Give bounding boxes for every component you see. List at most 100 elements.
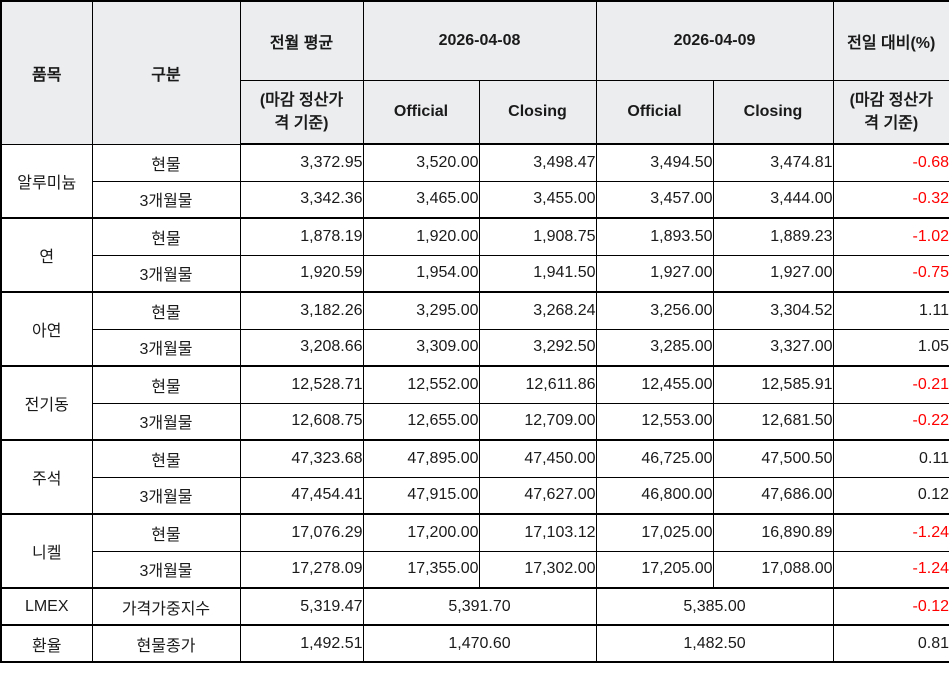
d2-official-cell: 3,256.00 <box>595 291 714 330</box>
d2-official-cell: 17,025.00 <box>595 513 714 552</box>
prev-avg-cell: 47,323.68 <box>239 439 364 478</box>
change-cell: 0.81 <box>832 624 949 663</box>
d1-closing-cell: 1,908.75 <box>478 217 597 256</box>
category-cell: 현물 <box>91 513 241 552</box>
change-cell: -1.02 <box>832 217 949 256</box>
d1-closing-cell: 3,455.00 <box>478 180 597 219</box>
change-cell: -1.24 <box>832 550 949 589</box>
item-cell: 연 <box>0 217 93 293</box>
prev-avg-cell: 3,342.36 <box>239 180 364 219</box>
category-cell: 현물 <box>91 291 241 330</box>
category-cell: 현물 <box>91 365 241 404</box>
d2-official-cell: 46,725.00 <box>595 439 714 478</box>
d1-closing-cell: 3,498.47 <box>478 143 597 182</box>
header-closing-2: Closing <box>712 79 834 145</box>
d1-merged-cell: 5,391.70 <box>362 587 597 626</box>
d1-official-cell: 17,200.00 <box>362 513 480 552</box>
header-official-2: Official <box>595 79 714 145</box>
d1-closing-cell: 1,941.50 <box>478 254 597 293</box>
change-cell: 1.05 <box>832 328 949 367</box>
d2-closing-cell: 3,474.81 <box>712 143 834 182</box>
item-cell: 알루미늄 <box>0 143 93 219</box>
d1-closing-cell: 3,292.50 <box>478 328 597 367</box>
change-cell: 0.12 <box>832 476 949 515</box>
change-cell: -0.68 <box>832 143 949 182</box>
d1-official-cell: 47,915.00 <box>362 476 480 515</box>
d2-official-cell: 1,927.00 <box>595 254 714 293</box>
d1-official-cell: 47,895.00 <box>362 439 480 478</box>
item-cell: 주석 <box>0 439 93 515</box>
prev-avg-cell: 17,278.09 <box>239 550 364 589</box>
header-prev-avg: 전월 평균 <box>239 0 364 81</box>
d2-closing-cell: 16,890.89 <box>712 513 834 552</box>
header-change: 전일 대비(%) <box>832 0 949 81</box>
item-cell: 아연 <box>0 291 93 367</box>
d2-closing-cell: 3,327.00 <box>712 328 834 367</box>
d2-official-cell: 3,285.00 <box>595 328 714 367</box>
header-change-sub: (마감 정산가 격 기준) <box>832 79 949 145</box>
d2-closing-cell: 17,088.00 <box>712 550 834 589</box>
d2-closing-cell: 12,585.91 <box>712 365 834 404</box>
d2-closing-cell: 47,686.00 <box>712 476 834 515</box>
d2-closing-cell: 3,304.52 <box>712 291 834 330</box>
change-cell: -1.24 <box>832 513 949 552</box>
category-cell: 3개월물 <box>91 328 241 367</box>
header-official-1: Official <box>362 79 480 145</box>
change-cell: -0.32 <box>832 180 949 219</box>
d1-closing-cell: 47,450.00 <box>478 439 597 478</box>
d2-merged-cell: 5,385.00 <box>595 587 834 626</box>
d1-closing-cell: 47,627.00 <box>478 476 597 515</box>
change-cell: 1.11 <box>832 291 949 330</box>
header-item: 품목 <box>0 0 93 145</box>
category-cell: 3개월물 <box>91 476 241 515</box>
lme-metal-price-table: 품목 구분 전월 평균 2026-04-08 2026-04-09 전일 대비(… <box>0 0 949 663</box>
d1-merged-cell: 1,470.60 <box>362 624 597 663</box>
prev-avg-cell: 3,182.26 <box>239 291 364 330</box>
d2-closing-cell: 47,500.50 <box>712 439 834 478</box>
d1-closing-cell: 17,302.00 <box>478 550 597 589</box>
change-cell: 0.11 <box>832 439 949 478</box>
d2-official-cell: 3,457.00 <box>595 180 714 219</box>
d1-official-cell: 1,920.00 <box>362 217 480 256</box>
d2-official-cell: 17,205.00 <box>595 550 714 589</box>
item-cell-lmex: LMEX <box>0 587 93 626</box>
d1-official-cell: 3,309.00 <box>362 328 480 367</box>
d1-official-cell: 12,552.00 <box>362 365 480 404</box>
category-cell: 현물종가 <box>91 624 241 663</box>
change-cell: -0.22 <box>832 402 949 441</box>
d1-official-cell: 17,355.00 <box>362 550 480 589</box>
d2-closing-cell: 1,927.00 <box>712 254 834 293</box>
d1-official-cell: 3,465.00 <box>362 180 480 219</box>
prev-avg-cell: 1,920.59 <box>239 254 364 293</box>
d2-official-cell: 1,893.50 <box>595 217 714 256</box>
header-date-1: 2026-04-08 <box>362 0 597 81</box>
prev-avg-cell: 1,878.19 <box>239 217 364 256</box>
category-cell: 3개월물 <box>91 550 241 589</box>
category-cell: 가격가중지수 <box>91 587 241 626</box>
category-cell: 현물 <box>91 217 241 256</box>
item-cell-fx: 환율 <box>0 624 93 663</box>
prev-avg-cell: 17,076.29 <box>239 513 364 552</box>
d1-official-cell: 1,954.00 <box>362 254 480 293</box>
prev-avg-cell: 12,608.75 <box>239 402 364 441</box>
d2-official-cell: 12,455.00 <box>595 365 714 404</box>
change-cell: -0.21 <box>832 365 949 404</box>
d2-official-cell: 46,800.00 <box>595 476 714 515</box>
category-cell: 3개월물 <box>91 254 241 293</box>
prev-avg-cell: 1,492.51 <box>239 624 364 663</box>
d1-official-cell: 3,295.00 <box>362 291 480 330</box>
d2-closing-cell: 1,889.23 <box>712 217 834 256</box>
change-cell: -0.12 <box>832 587 949 626</box>
category-cell: 현물 <box>91 143 241 182</box>
header-prev-avg-sub: (마감 정산가 격 기준) <box>239 79 364 145</box>
category-cell: 3개월물 <box>91 180 241 219</box>
header-closing-1: Closing <box>478 79 597 145</box>
d1-official-cell: 3,520.00 <box>362 143 480 182</box>
item-cell: 전기동 <box>0 365 93 441</box>
header-category: 구분 <box>91 0 241 145</box>
d2-merged-cell: 1,482.50 <box>595 624 834 663</box>
d2-closing-cell: 12,681.50 <box>712 402 834 441</box>
d2-official-cell: 12,553.00 <box>595 402 714 441</box>
prev-avg-cell: 5,319.47 <box>239 587 364 626</box>
d1-official-cell: 12,655.00 <box>362 402 480 441</box>
